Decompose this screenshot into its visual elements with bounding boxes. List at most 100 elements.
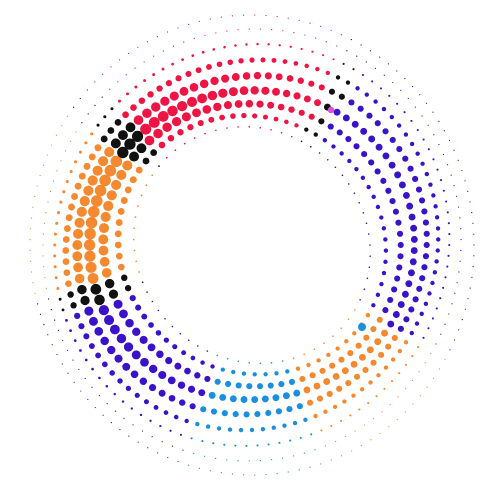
ring-dot bbox=[31, 271, 33, 273]
ring-dot bbox=[360, 127, 368, 135]
ring-dot bbox=[130, 407, 133, 410]
ring-dot bbox=[118, 59, 121, 61]
ring-dot bbox=[79, 97, 81, 100]
ring-dot bbox=[457, 159, 459, 161]
ring-dot bbox=[204, 132, 206, 135]
ring-dot bbox=[347, 158, 352, 164]
ring-dot bbox=[167, 456, 169, 459]
ring-dot bbox=[409, 330, 414, 336]
ring-dot bbox=[121, 400, 125, 403]
ring-dot bbox=[434, 215, 440, 220]
ring-dot bbox=[402, 191, 410, 199]
ring-dot bbox=[215, 32, 217, 34]
ring-dot bbox=[78, 368, 80, 371]
ring-dot bbox=[464, 308, 467, 310]
ring-dot bbox=[83, 162, 91, 170]
ring-dot bbox=[428, 182, 433, 187]
ring-dot bbox=[464, 180, 466, 182]
ring-dot bbox=[453, 149, 455, 151]
ring-dot bbox=[183, 142, 186, 145]
ring-dot bbox=[204, 375, 211, 382]
ring-dot bbox=[163, 337, 170, 343]
ring-dot bbox=[145, 184, 148, 186]
ring-dot bbox=[143, 61, 145, 63]
ring-dot bbox=[395, 219, 402, 226]
ring-dot bbox=[296, 403, 303, 410]
ring-dot bbox=[50, 309, 52, 311]
ring-dot bbox=[77, 284, 87, 295]
ring-dot bbox=[424, 362, 426, 364]
ring-dot bbox=[300, 47, 303, 51]
ring-dot bbox=[367, 233, 370, 235]
ring-dot bbox=[417, 346, 420, 349]
ring-dot bbox=[439, 297, 442, 300]
ring-dot bbox=[419, 94, 421, 96]
ring-dot bbox=[338, 356, 345, 363]
ring-dot bbox=[94, 144, 102, 152]
ring-dot bbox=[62, 258, 70, 265]
ring-dot bbox=[115, 252, 123, 260]
ring-dot bbox=[267, 43, 270, 46]
ring-dot bbox=[418, 371, 420, 373]
ring-dot bbox=[174, 362, 182, 370]
ring-dot bbox=[231, 473, 234, 475]
ring-dot bbox=[359, 387, 365, 392]
ring-dot bbox=[394, 171, 402, 179]
ring-dot bbox=[423, 241, 430, 249]
ring-dot bbox=[245, 43, 248, 46]
ring-dot bbox=[345, 80, 351, 85]
ring-dot bbox=[333, 108, 341, 116]
ring-dot bbox=[205, 424, 211, 429]
ring-dot bbox=[212, 48, 216, 51]
ring-dot bbox=[114, 354, 123, 363]
ring-dot bbox=[432, 111, 434, 113]
ring-dot bbox=[228, 87, 238, 97]
ring-dot bbox=[235, 382, 242, 389]
ring-dot bbox=[324, 445, 327, 447]
ring-dot bbox=[351, 450, 353, 452]
ring-dot bbox=[350, 360, 358, 368]
ring-dot bbox=[358, 201, 361, 204]
ring-dot bbox=[267, 101, 275, 109]
ring-dot bbox=[47, 334, 49, 336]
ring-dot bbox=[162, 122, 172, 132]
ring-dot bbox=[100, 336, 109, 346]
ring-dot bbox=[248, 126, 251, 128]
ring-dot bbox=[308, 113, 315, 120]
ring-dot bbox=[403, 340, 409, 345]
ring-dot bbox=[75, 131, 77, 133]
ring-dot bbox=[151, 436, 153, 438]
ring-dot bbox=[423, 301, 429, 306]
ring-dot bbox=[148, 322, 154, 328]
ring-dot bbox=[344, 339, 349, 344]
ring-dot bbox=[108, 289, 119, 299]
dot-layer bbox=[29, 14, 475, 476]
ring-dot bbox=[29, 260, 32, 262]
ring-dot bbox=[134, 67, 136, 69]
ring-dot bbox=[169, 429, 172, 432]
ring-dot bbox=[346, 50, 348, 52]
ring-dot bbox=[382, 307, 389, 314]
ring-dot bbox=[438, 120, 440, 122]
ring-dot bbox=[433, 134, 435, 136]
ring-dot bbox=[382, 152, 390, 160]
ring-dot bbox=[123, 342, 134, 352]
ring-dot bbox=[88, 316, 98, 326]
ring-dot bbox=[115, 219, 123, 226]
ring-dot bbox=[225, 380, 232, 388]
ring-dot bbox=[383, 237, 388, 242]
ring-dot bbox=[389, 403, 391, 406]
ring-dot bbox=[120, 197, 128, 204]
ring-dot bbox=[179, 86, 189, 96]
ring-dot bbox=[316, 395, 324, 402]
ring-dot bbox=[315, 37, 317, 39]
ring-dot bbox=[87, 398, 89, 401]
ring-dot bbox=[447, 222, 450, 225]
ring-dot bbox=[409, 258, 417, 266]
ring-dot bbox=[167, 105, 178, 117]
ring-dot bbox=[73, 262, 83, 273]
ring-dot bbox=[103, 200, 114, 212]
ring-dot bbox=[143, 79, 147, 82]
ring-dot bbox=[248, 28, 250, 30]
ring-dot bbox=[256, 42, 259, 46]
